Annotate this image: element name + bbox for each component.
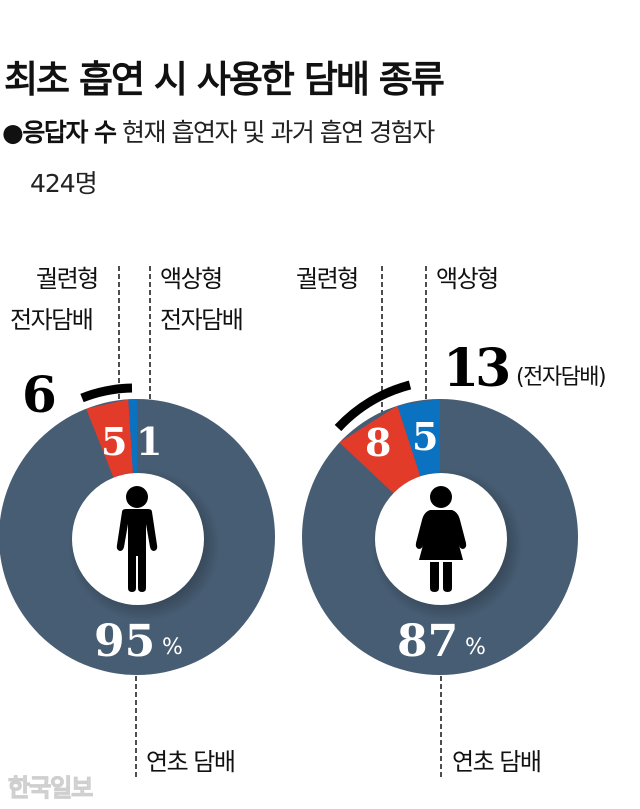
heated-value-female: 8 (365, 420, 391, 465)
combustible-value-male: 95 (94, 616, 155, 667)
label-liquid-male-1: 액상형 (160, 265, 223, 293)
respondent-count: 424명 (30, 169, 98, 198)
female-donut (302, 380, 578, 675)
respondent-label: 응답자 수 (22, 118, 117, 147)
heated-value-male: 5 (101, 419, 127, 464)
ecig-total-arc-male (80, 383, 133, 403)
ecig-total-arc-female (334, 380, 412, 432)
male-donut (0, 383, 275, 675)
respondent-desc: 현재 흡연자 및 과거 흡연 경험자 (122, 118, 435, 147)
label-heated-male-1: 궐련형 (36, 265, 99, 293)
label-combustible-male: 연초 담배 (146, 748, 236, 776)
percent-sign-female: % (465, 635, 486, 660)
publisher-watermark: 한국일보 (7, 774, 93, 803)
label-liquid-male-2: 전자담배 (160, 306, 244, 334)
bullet: ● (2, 118, 24, 147)
chart-title: 최초 흡연 시 사용한 담배 종류 (4, 58, 445, 101)
ecig-suffix-female: (전자담배) (516, 365, 605, 390)
label-heated-male-2: 전자담배 (10, 306, 94, 334)
percent-sign-male: % (162, 635, 183, 660)
label-liquid-female: 액상형 (436, 265, 499, 293)
liquid-value-male: 1 (136, 419, 162, 464)
respondent-info: ●응답자 수 현재 흡연자 및 과거 흡연 경험자 (2, 116, 435, 150)
liquid-value-female: 5 (412, 414, 438, 459)
label-combustible-female: 연초 담배 (452, 748, 542, 776)
label-heated-female: 궐련형 (296, 265, 359, 293)
ecig-total-value-male: 6 (22, 365, 57, 424)
female-person-icon (415, 486, 467, 592)
ecig-total-value-female: 13 (443, 338, 508, 399)
male-person-icon (116, 486, 158, 592)
combustible-value-female: 87 (397, 616, 458, 667)
